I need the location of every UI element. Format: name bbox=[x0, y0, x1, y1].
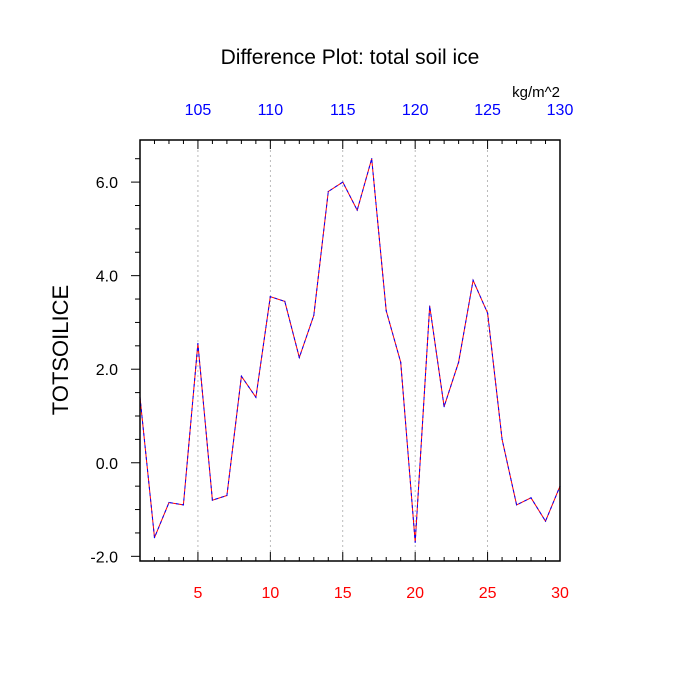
data-point bbox=[284, 300, 286, 302]
top-tick-label: 110 bbox=[258, 102, 284, 119]
data-point bbox=[226, 494, 228, 497]
data-point bbox=[211, 499, 214, 501]
bottom-tick-label: 10 bbox=[261, 585, 279, 602]
data-point bbox=[182, 504, 185, 506]
data-point bbox=[486, 312, 489, 314]
top-tick-labels: 105 110 115 120 125 130 bbox=[185, 102, 574, 119]
data-point bbox=[298, 356, 300, 359]
grid-lines bbox=[197, 140, 488, 561]
series-line-red bbox=[139, 158, 561, 543]
data-point bbox=[443, 406, 445, 408]
bottom-tick-labels: 5 10 15 20 25 30 bbox=[193, 585, 569, 602]
tick-marks bbox=[131, 140, 561, 561]
top-tick-label: 105 bbox=[185, 102, 212, 119]
data-point bbox=[269, 296, 271, 298]
data-point bbox=[327, 190, 329, 193]
data-point bbox=[414, 541, 416, 543]
data-point bbox=[501, 438, 503, 440]
left-tick-label: 4.0 bbox=[96, 269, 118, 286]
left-tick-label: 6.0 bbox=[96, 175, 118, 192]
y-axis-label: TOTSOILICE bbox=[48, 285, 73, 415]
top-tick-label: 125 bbox=[474, 102, 501, 119]
top-tick-label: 115 bbox=[330, 102, 356, 119]
left-tick-labels: -2.0 0.0 2.0 4.0 6.0 bbox=[90, 175, 118, 566]
data-point bbox=[400, 361, 402, 363]
units-label: kg/m^2 bbox=[512, 84, 560, 101]
data-point bbox=[472, 279, 474, 281]
data-point bbox=[429, 305, 431, 307]
data-point bbox=[153, 537, 156, 539]
bottom-tick-label: 25 bbox=[479, 585, 497, 602]
top-tick-label: 130 bbox=[547, 102, 574, 119]
bottom-tick-label: 20 bbox=[406, 585, 424, 602]
data-point bbox=[385, 310, 387, 312]
data-point bbox=[313, 314, 315, 317]
bottom-tick-label: 5 bbox=[193, 585, 202, 602]
bottom-tick-label: 15 bbox=[334, 585, 352, 602]
chart-title: Difference Plot: total soil ice bbox=[221, 46, 480, 69]
bottom-tick-label: 30 bbox=[551, 585, 569, 602]
plot-frame bbox=[139, 139, 561, 562]
data-point bbox=[197, 342, 199, 345]
data-point bbox=[458, 361, 460, 363]
left-tick-label: 2.0 bbox=[96, 362, 118, 379]
series-line-blue bbox=[139, 158, 561, 543]
data-point bbox=[356, 209, 358, 211]
top-tick-label: 120 bbox=[402, 102, 429, 119]
left-tick-label: 0.0 bbox=[96, 456, 118, 473]
data-point bbox=[168, 501, 170, 504]
data-point bbox=[342, 181, 344, 183]
data-point bbox=[544, 520, 547, 522]
left-tick-label: -2.0 bbox=[90, 549, 118, 566]
data-series bbox=[139, 158, 561, 543]
data-point bbox=[371, 158, 373, 160]
data-point bbox=[515, 504, 518, 506]
data-point bbox=[255, 396, 257, 398]
data-point bbox=[530, 497, 532, 499]
data-point bbox=[240, 375, 242, 377]
